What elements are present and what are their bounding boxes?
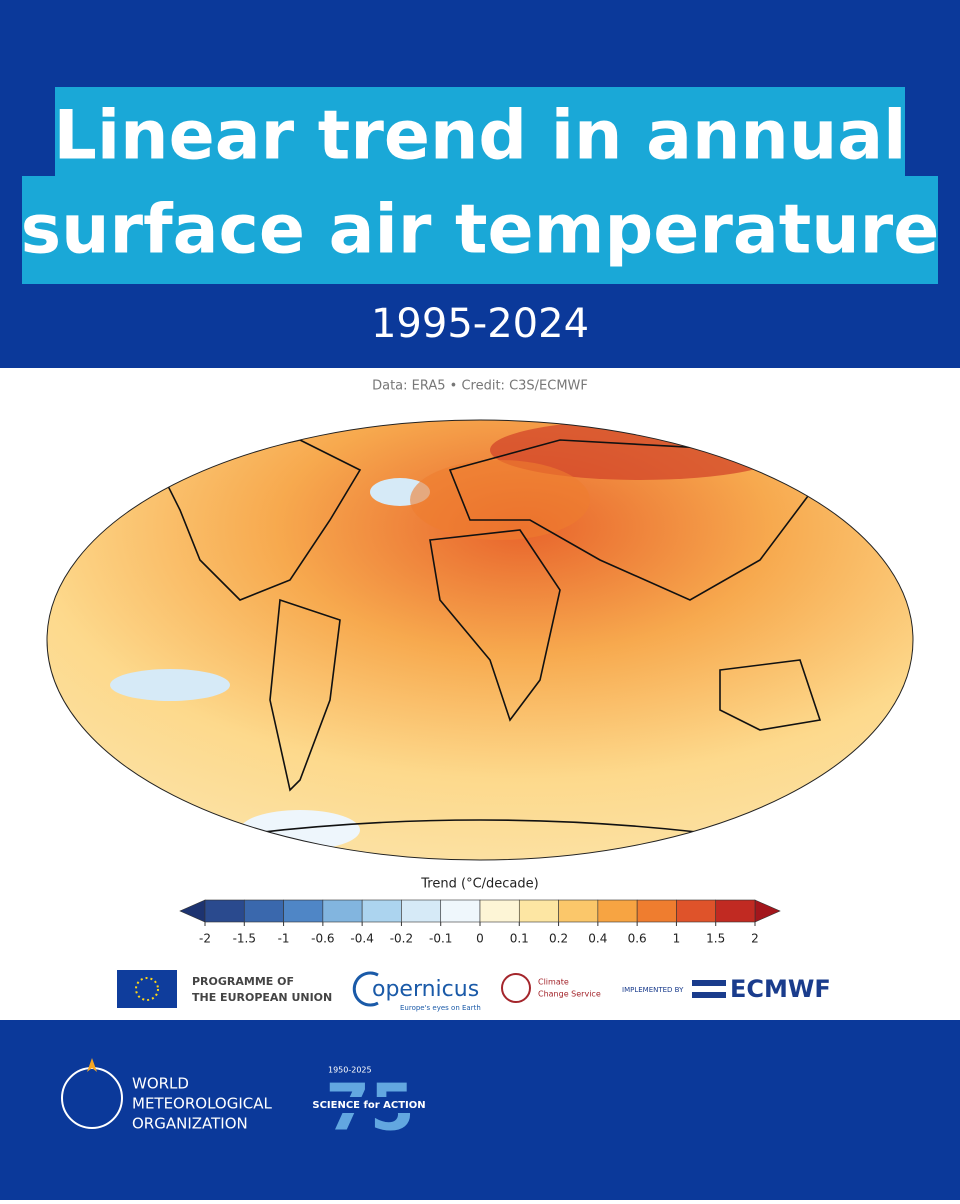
colorbar: -2 -1.5 -1 -0.6 -0.4 -0.2 -0.1 0 0.1 0.2 0.4 0.6 1 1.… <box>179 899 781 946</box>
colorbar-tick-label: -0.2 <box>390 932 413 946</box>
title: surface air temperature <box>21 191 940 270</box>
subtitle: 1995-2024 <box>371 301 589 347</box>
eu-stars <box>135 977 159 1001</box>
colorbar-tick-label: 0.2 <box>549 932 568 946</box>
colorbar-bin <box>597 899 638 923</box>
colorbar-tick-label: 0 <box>476 932 484 946</box>
ecmwf-icon <box>692 980 726 998</box>
map-outline <box>46 419 914 861</box>
colorbar-bin <box>676 899 717 923</box>
colorbar-bin <box>322 899 363 923</box>
colorbar-bin <box>715 899 756 923</box>
c3s-text: Climate <box>538 978 569 987</box>
colorbar-bin <box>518 899 559 923</box>
title-highlight <box>55 87 905 179</box>
wmo-text: METEOROLOGICAL <box>132 1095 273 1113</box>
colorbar-tick-label: -1.5 <box>233 932 256 946</box>
colorbar-tick-label: 0.1 <box>510 932 529 946</box>
footer-band <box>0 1020 960 1200</box>
eu-flag <box>117 970 177 1008</box>
colorbar-title: Trend (°C/decade) <box>420 877 538 892</box>
c3s-icon <box>501 973 531 1003</box>
copernicus-c <box>352 971 379 1007</box>
colorbar-tick-label: -1 <box>278 932 290 946</box>
title: Linear trend in annual <box>54 97 907 176</box>
colorbar-bin <box>440 899 481 923</box>
colorbar-bin <box>401 899 442 923</box>
colorbar-tick-label: 2 <box>751 932 759 946</box>
colorbar-tick-label: 0.6 <box>628 932 647 946</box>
colorbar-bin <box>204 899 245 923</box>
colorbar-bin <box>558 899 599 923</box>
colorbar-bin <box>243 899 284 923</box>
wmo-text: WORLD <box>132 1075 189 1093</box>
map <box>47 420 913 860</box>
colorbar-bin <box>479 899 520 923</box>
anniversary-years: 1950-2025 <box>328 1066 372 1075</box>
colorbar-tick-label: 1.5 <box>706 932 725 946</box>
eu-text: PROGRAMME OF <box>192 975 294 988</box>
c3s-text: Change Service <box>538 990 601 999</box>
colorbar-bin <box>361 899 402 923</box>
colorbar-bin <box>283 899 324 923</box>
colorbar-tick-label: -0.4 <box>350 932 373 946</box>
colorbar-tick-label: -0.1 <box>429 932 452 946</box>
colorbar-tick-label: 1 <box>673 932 681 946</box>
copernicus-name: opernicus <box>372 977 479 1002</box>
credit: Data: ERA5 • Credit: C3S/ECMWF <box>372 379 588 394</box>
motto-bg <box>314 1097 424 1113</box>
title-highlight <box>22 176 938 284</box>
wmo-text: ORGANIZATION <box>132 1115 248 1133</box>
ecmwf-prefix: IMPLEMENTED BY <box>622 986 684 994</box>
wmo-star <box>87 1058 97 1072</box>
ecmwf-name: ECMWF <box>730 975 831 1003</box>
copernicus-tagline: Europe's eyes on Earth <box>400 1004 481 1012</box>
colorbar-tick-label: -2 <box>199 932 211 946</box>
eu-text: THE EUROPEAN UNION <box>192 991 332 1004</box>
anniversary-motto: SCIENCE for ACTION <box>312 1100 425 1111</box>
colorbar-bin <box>636 899 677 923</box>
colorbar-tick-label: -0.6 <box>311 932 334 946</box>
colorbar-tick-label: 0.4 <box>588 932 607 946</box>
